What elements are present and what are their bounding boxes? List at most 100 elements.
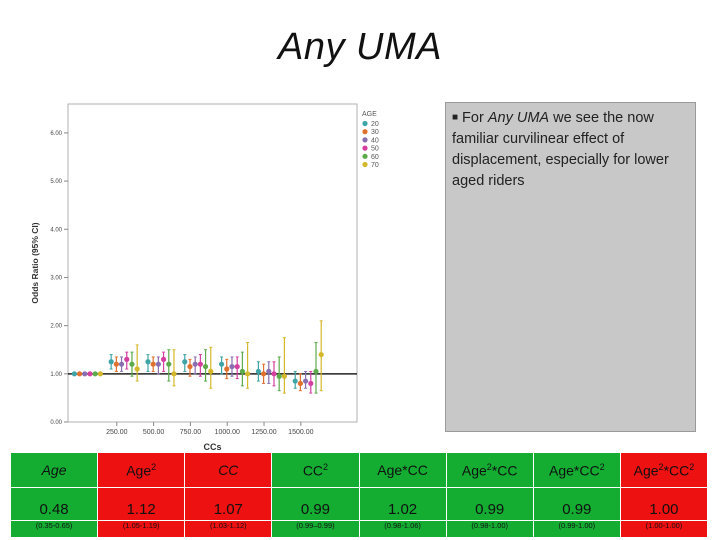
- ci-cell: (1.00-1.00): [619, 520, 709, 538]
- y-tick-label: 5.00: [50, 179, 62, 185]
- data-point: [76, 371, 83, 377]
- ci-cell: (1.05-1.19): [97, 520, 186, 538]
- legend-title: AGE: [362, 111, 377, 118]
- data-point: [244, 371, 251, 377]
- table-header-row: Age Age2 CC CC2 Age*CC Age2*CC Age*CC2 A…: [9, 452, 709, 488]
- data-point: [155, 361, 161, 367]
- x-tick-label: 250.00: [106, 429, 128, 436]
- y-tick-label: 0.00: [50, 420, 62, 426]
- data-point: [276, 373, 282, 379]
- note-prefix: For: [462, 110, 488, 126]
- data-point: [202, 363, 209, 370]
- header-age-cc: Age*CC: [358, 452, 447, 488]
- data-point: [302, 378, 309, 384]
- note-text: we see the now familiar curvilinear effe…: [452, 110, 669, 189]
- data-point: [197, 361, 203, 367]
- data-point: [108, 359, 114, 365]
- y-tick-label: 1.00: [50, 372, 62, 378]
- data-point: [171, 371, 177, 377]
- data-point: [218, 361, 225, 367]
- header-age: Age: [9, 452, 99, 488]
- ci-cell: (0.99–0.99): [271, 520, 360, 538]
- x-tick-label: 1000.00: [215, 429, 240, 436]
- chart-layer: 0.00 1.00 2.00 3.00 4.00 5.00 6.00 250.00 500.00…: [30, 111, 379, 450]
- header-age2: Age2: [97, 452, 186, 488]
- ci-cell: (0.99-1.00): [532, 520, 621, 538]
- ci-cell: (1.03-1.12): [184, 520, 273, 538]
- legend-marker: [362, 137, 368, 143]
- note-emphasis: Any UMA: [487, 110, 550, 126]
- value-cell: 0.99: [445, 487, 534, 521]
- header-age2-cc2: Age2*CC2: [619, 452, 709, 488]
- value-cell: 1.07: [184, 487, 273, 521]
- data-point: [229, 363, 235, 370]
- data-point: [182, 359, 188, 365]
- value-cell: 0.48: [9, 487, 99, 521]
- value-cell: 1.02: [358, 487, 447, 521]
- ci-cell: (0.35-0.65): [9, 520, 99, 538]
- legend-label: 40: [371, 137, 379, 144]
- table-value-row: 0.48 1.12 1.07 0.99 1.02 0.99 0.99 1.00: [9, 487, 709, 521]
- data-point: [124, 356, 130, 362]
- note-box: ■ For Any UMA we see the now familiar cur…: [445, 102, 696, 432]
- y-tick-label: 2.00: [50, 324, 62, 330]
- value-cell: 0.99: [271, 487, 360, 521]
- data-point: [71, 371, 77, 377]
- data-point: [145, 359, 151, 365]
- x-tick-label: 1250.00: [251, 429, 276, 436]
- y-tick-label: 4.00: [50, 227, 62, 233]
- data-point: [224, 366, 230, 372]
- data-point: [297, 380, 303, 387]
- ci-cell: (0.98-1.00): [445, 520, 534, 538]
- odds-ratio-chart: 0.00 1.00 2.00 3.00 4.00 5.00 6.00 250.00 500.00…: [30, 103, 379, 450]
- data-point: [118, 361, 125, 367]
- ci-cell: (0.98-1.06): [358, 520, 447, 538]
- data-point: [266, 368, 272, 375]
- data-point: [82, 371, 88, 377]
- data-point: [271, 371, 277, 377]
- y-axis-label: Odds Ratio (95% CI): [30, 222, 40, 303]
- data-point: [160, 356, 167, 362]
- x-axis-label: CCs: [203, 442, 221, 450]
- legend-marker: [362, 153, 368, 159]
- table-ci-row: (0.35-0.65) (1.05-1.19) (1.03-1.12) (0.9…: [9, 520, 709, 538]
- legend-label: 50: [371, 146, 379, 153]
- header-cc2: CC2: [271, 452, 360, 488]
- slide-title: Any UMA: [278, 26, 442, 68]
- legend-marker: [362, 161, 368, 168]
- data-point: [292, 378, 298, 384]
- data-point: [166, 361, 172, 367]
- data-point: [187, 363, 193, 370]
- data-point: [208, 368, 214, 375]
- x-tick-label: 750.00: [180, 429, 202, 436]
- legend-marker: [362, 120, 368, 127]
- value-cell: 1.12: [97, 487, 186, 521]
- header-age2-cc: Age2*CC: [445, 452, 534, 488]
- header-age-cc2: Age*CC2: [532, 452, 621, 488]
- data-point: [192, 361, 198, 367]
- legend-label: 30: [371, 129, 379, 136]
- data-point: [97, 371, 103, 377]
- data-point: [308, 380, 314, 387]
- value-cell: 0.99: [532, 487, 621, 521]
- legend-label: 70: [371, 162, 379, 169]
- coefficient-table: Age Age2 CC CC2 Age*CC Age2*CC Age*CC2 A…: [9, 452, 709, 538]
- data-point: [260, 371, 267, 377]
- data-point: [92, 371, 98, 377]
- data-point: [313, 368, 319, 375]
- data-point: [281, 373, 287, 379]
- data-point: [87, 371, 93, 377]
- data-point: [150, 361, 156, 367]
- data-point: [318, 351, 324, 358]
- legend-marker: [362, 145, 368, 151]
- legend-marker: [362, 129, 368, 135]
- data-point: [234, 363, 240, 370]
- bullet-icon: ■: [452, 112, 459, 123]
- data-point: [129, 361, 135, 367]
- data-point: [113, 361, 119, 367]
- legend-label: 60: [371, 154, 379, 161]
- y-tick-label: 3.00: [50, 275, 62, 281]
- x-tick-label: 1500.00: [288, 429, 313, 436]
- data-point: [239, 368, 245, 375]
- y-tick-label: 6.00: [50, 131, 62, 137]
